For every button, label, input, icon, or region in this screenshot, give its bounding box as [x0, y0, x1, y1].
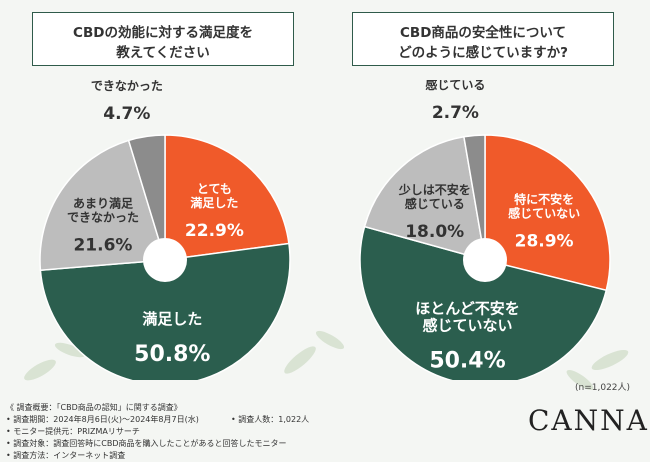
footer-target: • 調査対象：調査回答時にCBD商品を購入したことがあると回答したモニター [6, 439, 287, 448]
slice-name-1-0: ほとんど不安を [415, 299, 520, 317]
slice-value-0: 22.9% [185, 221, 244, 241]
plant-background [24, 330, 629, 391]
slice-label-3: かなり不安を感じている2.7% [425, 80, 485, 123]
left-chart-title-line-1: CBDの効能に対する満足度を [73, 25, 253, 41]
footer-provider: • モニター提供元：PRIZMAリサーチ [6, 427, 140, 436]
slice-name-2-0: 少しは不安を [398, 182, 471, 197]
sample-size-note: (n=1,022人) [575, 383, 631, 393]
pie-center-hole [143, 238, 187, 282]
footer-period: • 調査期間：2024年8月6日(火)～2024年8月7日(水) [6, 415, 199, 424]
slice-label-3: まったく満足できなかった4.7% [91, 80, 163, 124]
slice-value-3: 2.7% [432, 103, 479, 123]
slice-name-2-0: あまり満足 [73, 195, 133, 210]
slice-value-2: 21.6% [73, 235, 132, 255]
pie-slice-2 [39, 139, 166, 272]
pie-center-hole [463, 238, 507, 282]
footer-heading: 《 調査概要：「CBD商品の認知」に関する調査》 [6, 403, 182, 412]
right-chart-title-line-2: どのように感じていますか? [398, 45, 568, 61]
slice-name-1-1: 感じていない [422, 316, 512, 334]
slice-value-1: 50.8% [134, 342, 210, 367]
left-chart-title-box: CBDの効能に対する満足度を 教えてください [32, 12, 294, 66]
brand-logo: CANNA [528, 404, 649, 437]
slice-name-2-1: できなかった [67, 210, 139, 224]
slice-name-3-1: できなかった [91, 80, 163, 93]
pie-slice-2 [363, 135, 486, 262]
slice-name-0-1: 満足した [190, 195, 238, 210]
slice-name-3-1: 感じている [425, 80, 485, 92]
slice-name-0-0: 特に不安を [514, 191, 574, 206]
footer-method: • 調査方法：インターネット調査 [6, 451, 126, 460]
slice-value-3: 4.7% [103, 104, 150, 124]
pie-slice-3 [127, 134, 166, 261]
slice-label-1: 満足した 50.8% [134, 310, 210, 367]
slice-value-1: 50.4% [429, 348, 505, 373]
pie-slice-0 [164, 134, 290, 261]
slice-value-2: 18.0% [405, 222, 464, 242]
right-chart-panel: CBD商品の安全性について どのように感じていますか? 特に不安を 感じていない 2… [330, 0, 640, 380]
pie-slice-0 [484, 134, 611, 292]
pie-slice-3 [463, 134, 486, 261]
slice-name-2-1: 感じている [405, 196, 465, 211]
slice-value-0: 28.9% [515, 231, 574, 251]
survey-footer: 《 調査概要：「CBD商品の認知」に関する調査》 • 調査期間：2024年8月6… [6, 402, 446, 462]
right-chart-title-box: CBD商品の安全性について どのように感じていますか? [352, 12, 614, 66]
left-chart-panel: CBDの効能に対する満足度を 教えてください とても 満足した 22.9% 満足した 5… [10, 0, 320, 380]
right-pie-chart: 特に不安を感じていない28.9%ほとんど不安を感じていない50.4%少しは不安を… [359, 80, 611, 380]
pie-slice-1 [359, 225, 608, 380]
slice-name-1-0: 満足した [142, 310, 202, 328]
slice-name-0-0: とても [197, 182, 232, 196]
pie-slice-1 [39, 242, 291, 380]
left-pie-chart: とても満足した22.9%満足した50.8%あまり満足できなかった21.6%まった… [39, 80, 291, 380]
right-chart-title-line-1: CBD商品の安全性について [400, 25, 566, 41]
slice-name-0-1: 感じていない [508, 205, 580, 220]
left-chart-title-line-2: 教えてください [116, 45, 210, 61]
footer-count: • 調査人数：1,022人 [231, 415, 310, 424]
